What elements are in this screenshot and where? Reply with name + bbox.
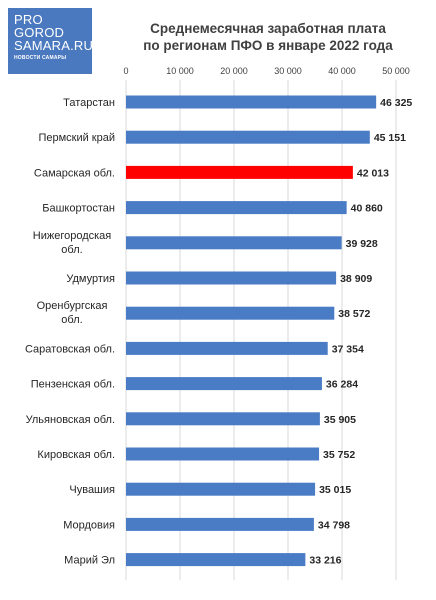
- category-label: Марий Эл: [64, 555, 115, 567]
- value-label: 35 752: [323, 449, 355, 461]
- bar: [126, 412, 320, 426]
- bar: [126, 271, 337, 285]
- logo-line-pro: PRO: [14, 12, 43, 27]
- chart-title: Среднемесячная заработная плата по регио…: [100, 20, 436, 54]
- bar: [126, 201, 347, 215]
- category-labels: Татарстан Пермский край Самарская обл. Башк…: [25, 97, 115, 567]
- category-label: Самарская обл.: [34, 167, 115, 179]
- category-label: Нижегородская обл.: [33, 230, 112, 256]
- bar: [126, 95, 377, 109]
- category-label: Кировская обл.: [37, 449, 115, 461]
- bar: [126, 130, 370, 144]
- x-tick-label: 30 000: [274, 66, 302, 76]
- category-label: Ульяновская обл.: [26, 414, 115, 426]
- value-label: 38 572: [338, 308, 370, 320]
- value-label: 38 909: [340, 273, 372, 285]
- category-label: Башкортостан: [42, 203, 115, 215]
- bar: [126, 553, 306, 567]
- category-label: Саратовская обл.: [25, 343, 115, 355]
- value-label: 42 013: [357, 167, 389, 179]
- x-tick-label: 10 000: [166, 66, 194, 76]
- logo-line-gorod: GOROD: [14, 25, 65, 40]
- x-tick-label: 40 000: [328, 66, 356, 76]
- bar: [126, 482, 316, 496]
- x-axis-ticks: 0 10 000 20 000 30 000 40 000 50 000: [123, 66, 409, 76]
- bar: [126, 517, 314, 531]
- bar: [126, 447, 320, 461]
- value-label: 45 151: [374, 132, 406, 144]
- value-label: 40 860: [351, 203, 383, 215]
- category-label: Оренбургская обл.: [37, 300, 108, 326]
- bars: [126, 95, 377, 567]
- gridlines: [125, 80, 397, 580]
- logo-tagline: НОВОСТИ САМАРЫ: [14, 55, 67, 61]
- category-label: Удмуртия: [66, 273, 115, 285]
- bar: [126, 236, 342, 250]
- value-label: 36 284: [326, 379, 358, 391]
- value-label: 46 325: [380, 97, 412, 109]
- category-label: Татарстан: [63, 97, 115, 109]
- x-tick-label: 20 000: [220, 66, 248, 76]
- chart-title-line-1: Среднемесячная заработная плата: [150, 21, 386, 36]
- category-label: Мордовия: [63, 519, 115, 531]
- bar: [126, 341, 328, 355]
- value-label: 34 798: [318, 519, 350, 531]
- value-labels: 46 325 45 151 42 013 40 860 39 928 38 909 38 5…: [309, 97, 412, 567]
- value-label: 33 216: [309, 555, 341, 567]
- bar: [126, 165, 353, 179]
- value-label: 35 905: [324, 414, 356, 426]
- value-label: 37 354: [332, 343, 364, 355]
- value-label: 35 015: [319, 484, 351, 496]
- chart-title-line-2: по регионам ПФО в январе 2022 года: [143, 38, 393, 53]
- category-label: Пермский край: [38, 132, 115, 144]
- bar: [126, 377, 322, 391]
- logo-line-samara: SAMARA.RU: [14, 38, 94, 53]
- value-label: 39 928: [346, 238, 378, 250]
- site-logo[interactable]: PRO GOROD SAMARA.RU НОВОСТИ САМАРЫ: [8, 8, 94, 74]
- category-label: Пензенская обл.: [31, 379, 115, 391]
- x-tick-label: 0: [123, 66, 128, 76]
- category-label: Чувашия: [69, 484, 115, 496]
- bar: [126, 306, 335, 320]
- x-tick-label: 50 000: [382, 66, 410, 76]
